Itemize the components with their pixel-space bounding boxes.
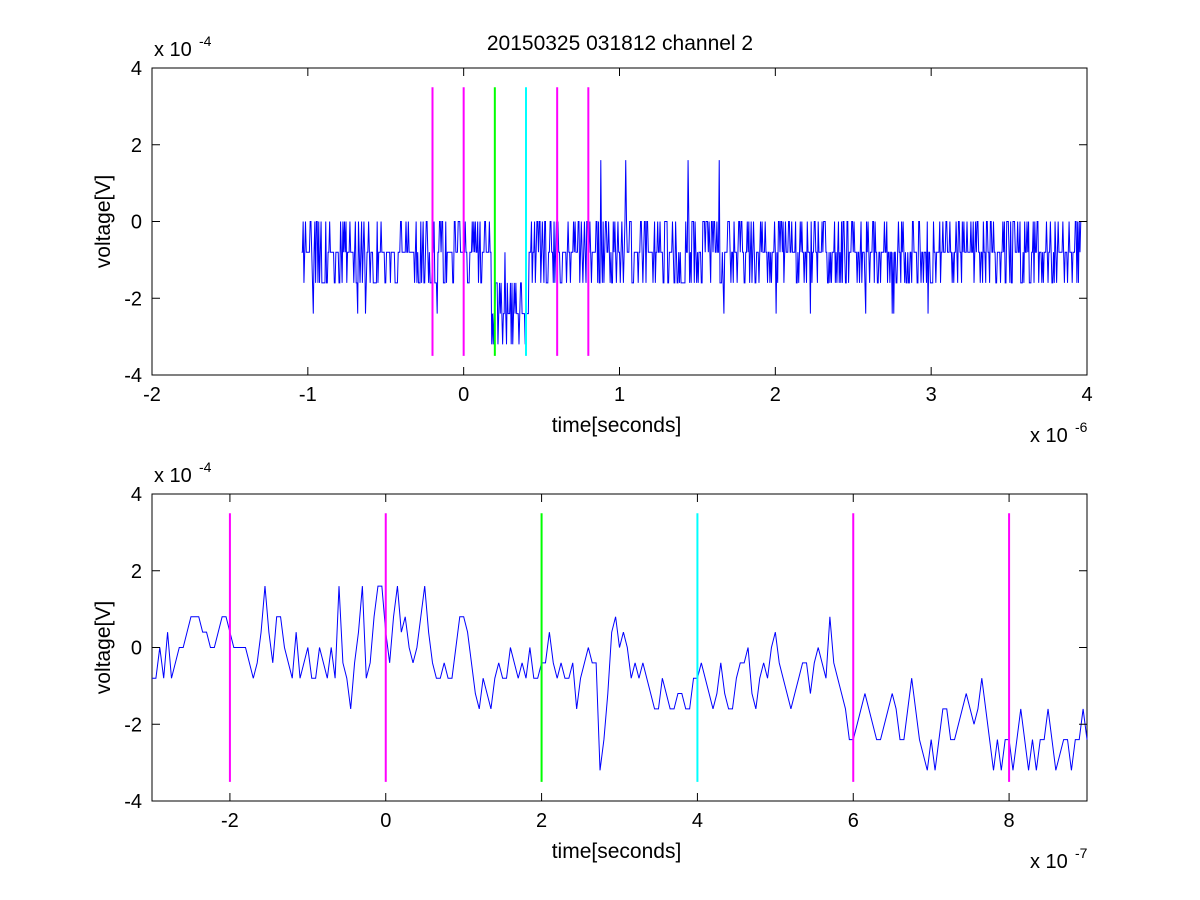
plot-top: -2 -1 0 1 2 3 4-4-2024time[seconds]voltage[V]x… (92, 33, 1093, 447)
x-axis-label: time[seconds] (552, 414, 682, 437)
x-exponent-power: -6 (1075, 419, 1088, 435)
x-tick-label: 2 (770, 384, 781, 406)
y-tick-label: 0 (131, 212, 142, 234)
y-tick-label: 2 (131, 561, 142, 583)
x-tick-label: -2 (143, 384, 161, 406)
y-tick-label: -4 (124, 365, 142, 387)
x-tick-label: 6 (848, 810, 859, 832)
y-exponent-power: -4 (199, 459, 212, 475)
y-tick-label: 0 (131, 638, 142, 660)
x-tick-label: 0 (380, 810, 391, 832)
x-axis-label: time[seconds] (552, 840, 682, 863)
y-exponent-base: x 10 (154, 39, 192, 61)
y-axis-label: voltage[V] (92, 601, 115, 694)
y-exponent-base: x 10 (154, 465, 192, 487)
y-tick-label: -4 (124, 791, 142, 813)
y-tick-label: 4 (131, 484, 142, 506)
y-tick-label: 4 (131, 58, 142, 80)
x-exponent-base: x 10 (1030, 425, 1068, 447)
x-tick-label: 4 (692, 810, 703, 832)
x-tick-label: 0 (458, 384, 469, 406)
x-tick-label: 1 (614, 384, 625, 406)
figure-title: 20150325 031812 channel 2 (487, 32, 753, 55)
x-tick-label: 4 (1081, 384, 1092, 406)
x-tick-label: 3 (926, 384, 937, 406)
signal-trace (301, 160, 1082, 345)
y-tick-label: -2 (124, 288, 142, 310)
plot-bottom: -2 0 2 4 6 8 -4 -2 0 2 4 time[seconds] voltage[V] x 1… (92, 459, 1088, 873)
y-tick-label: -2 (124, 714, 142, 736)
x-tick-label: 2 (536, 810, 547, 832)
x-exponent-power: -7 (1075, 845, 1088, 861)
y-tick-label: 2 (131, 135, 142, 157)
x-tick-label: -1 (299, 384, 317, 406)
signal-trace (152, 585, 1088, 771)
x-exponent-base: x 10 (1030, 851, 1068, 873)
x-tick-label: 8 (1004, 810, 1015, 832)
y-axis-label: voltage[V] (92, 175, 115, 268)
y-exponent-power: -4 (199, 33, 212, 49)
x-tick-label: -2 (221, 810, 239, 832)
